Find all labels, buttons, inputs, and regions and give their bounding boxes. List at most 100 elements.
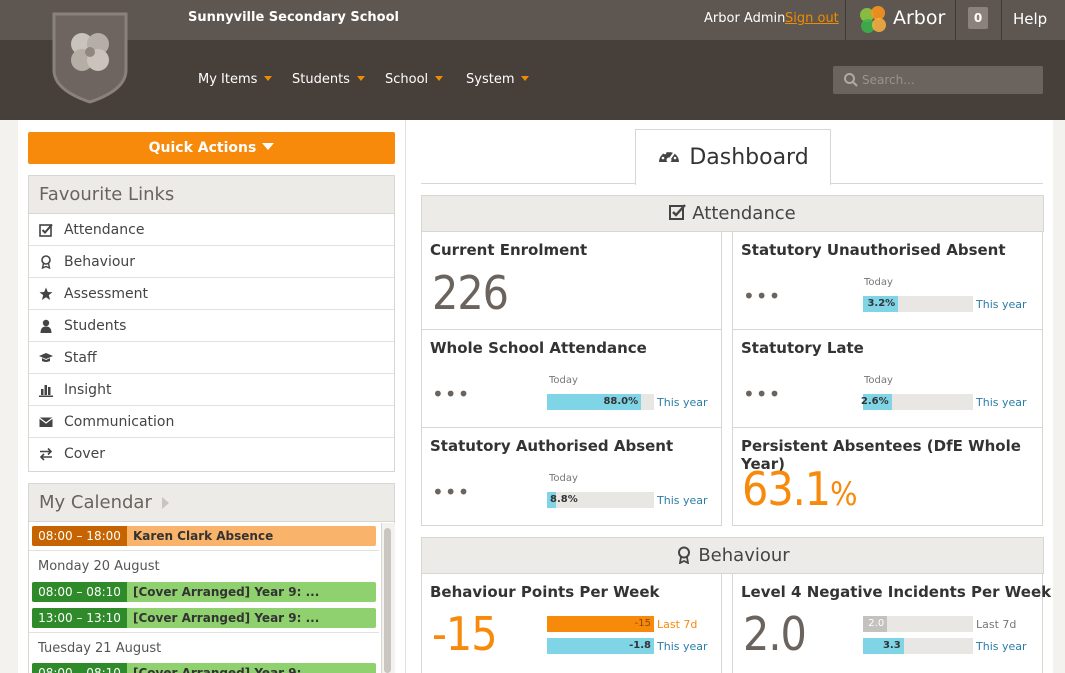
search-icon bbox=[844, 73, 858, 87]
favourite-links-title: Favourite Links bbox=[29, 176, 394, 214]
link-label: Assessment bbox=[64, 286, 148, 302]
calendar-event[interactable]: 08:00 – 18:00 Karen Clark Absence bbox=[32, 526, 376, 546]
event-name: [Cover Arranged] Year 9: ... bbox=[133, 666, 320, 673]
graduation-cap-icon bbox=[39, 353, 53, 362]
quick-actions-label: Quick Actions bbox=[148, 140, 257, 156]
last-7d-bar: 2.0 bbox=[863, 616, 973, 632]
arbor-logo-icon[interactable] bbox=[856, 3, 890, 37]
bar-label: This year bbox=[976, 298, 1027, 311]
today-label: Today bbox=[864, 277, 893, 288]
today-label: Today bbox=[549, 473, 578, 484]
bar-fill: 3.3 bbox=[863, 638, 904, 654]
menu-students[interactable]: Students bbox=[292, 72, 365, 87]
calendar-date: Monday 20 August bbox=[38, 559, 160, 574]
event-time: 08:00 – 08:10 bbox=[32, 582, 127, 602]
event-time: 08:00 – 18:00 bbox=[32, 526, 127, 546]
bar-fill: 2.0 bbox=[863, 616, 888, 632]
link-label: Insight bbox=[64, 382, 112, 398]
bar-label: This year bbox=[657, 396, 708, 409]
link-label: Attendance bbox=[64, 222, 145, 238]
event-name: [Cover Arranged] Year 9: ... bbox=[133, 585, 320, 599]
card-current-enrolment[interactable] bbox=[421, 231, 722, 330]
calendar-title-label: My Calendar bbox=[39, 492, 152, 513]
section-title: Attendance bbox=[692, 203, 796, 224]
bar-value: 2.6% bbox=[860, 396, 889, 407]
calendar-event[interactable]: 08:00 – 08:10 [Cover Arranged] Year 9: .… bbox=[32, 663, 376, 673]
divider bbox=[29, 550, 379, 551]
checkbox-icon bbox=[39, 223, 53, 237]
calendar-title[interactable]: My Calendar bbox=[29, 484, 394, 522]
tab-label: Dashboard bbox=[689, 145, 809, 170]
envelope-icon bbox=[39, 417, 53, 427]
caret-down-icon bbox=[356, 76, 365, 81]
link-assessment[interactable]: Assessment bbox=[29, 278, 394, 310]
event-name: [Cover Arranged] Year 9: ... bbox=[133, 611, 320, 625]
this-year-bar: 88.0% bbox=[547, 394, 654, 410]
bar-fill: -15 bbox=[547, 616, 654, 632]
bar-label: Last 7d bbox=[976, 618, 1017, 631]
today-label: Today bbox=[864, 375, 893, 386]
tab-dashboard[interactable]: Dashboard bbox=[635, 129, 831, 185]
link-communication[interactable]: Communication bbox=[29, 406, 394, 438]
link-behaviour[interactable]: Behaviour bbox=[29, 246, 394, 278]
notification-badge[interactable]: 0 bbox=[968, 7, 988, 29]
level4-value: 2.0 bbox=[743, 607, 807, 661]
event-time: 08:00 – 08:10 bbox=[32, 663, 127, 673]
card-authorised-absent[interactable] bbox=[421, 427, 722, 526]
card-title: Statutory Authorised Absent bbox=[430, 437, 674, 455]
bar-label: This year bbox=[657, 494, 708, 507]
card-title: Statutory Late bbox=[741, 339, 864, 357]
bar-value: 3.2% bbox=[867, 298, 896, 309]
event-name: Karen Clark Absence bbox=[133, 529, 274, 543]
sign-out-link[interactable]: Sign out bbox=[785, 11, 839, 26]
bar-fill: 3.2% bbox=[863, 296, 899, 312]
calendar-panel: My Calendar bbox=[28, 483, 395, 673]
calendar-event[interactable]: 13:00 – 13:10 [Cover Arranged] Year 9: .… bbox=[32, 608, 376, 628]
card-statutory-late[interactable] bbox=[732, 329, 1043, 428]
top-bar bbox=[0, 0, 1065, 40]
award-icon bbox=[678, 546, 691, 565]
this-year-bar: 3.3 bbox=[863, 638, 973, 654]
menu-my-items[interactable]: My Items bbox=[198, 72, 273, 87]
menu-system[interactable]: System bbox=[466, 72, 530, 87]
card-whole-school-attendance[interactable] bbox=[421, 329, 722, 428]
link-students[interactable]: Students bbox=[29, 310, 394, 342]
link-cover[interactable]: Cover bbox=[29, 438, 394, 470]
quick-actions-button[interactable]: Quick Actions bbox=[28, 132, 395, 164]
page-scrollbar[interactable] bbox=[1053, 120, 1065, 673]
enrolment-value: 226 bbox=[432, 266, 509, 320]
menu-school[interactable]: School bbox=[385, 72, 444, 87]
link-staff[interactable]: Staff bbox=[29, 342, 394, 374]
last-7d-bar: -15 bbox=[547, 616, 654, 632]
school-crest-icon[interactable] bbox=[52, 12, 128, 104]
this-year-bar: 8.8% bbox=[547, 492, 654, 508]
card-title: Behaviour Points Per Week bbox=[430, 583, 660, 601]
behaviour-points-value: -15 bbox=[432, 607, 498, 661]
bar-value: -15 bbox=[634, 618, 651, 629]
card-unauthorised-absent[interactable] bbox=[732, 231, 1043, 330]
calendar-scroll-thumb[interactable] bbox=[384, 528, 391, 673]
link-attendance[interactable]: Attendance bbox=[29, 214, 394, 246]
help-link[interactable]: Help bbox=[1013, 10, 1048, 28]
this-year-bar: 3.2% bbox=[863, 296, 973, 312]
card-persistent-absentees[interactable] bbox=[732, 427, 1043, 526]
caret-down-icon bbox=[521, 76, 530, 81]
search-input[interactable] bbox=[862, 66, 1037, 94]
arbor-brand[interactable]: Arbor bbox=[893, 7, 946, 29]
checkbox-icon bbox=[669, 204, 687, 220]
card-title: Whole School Attendance bbox=[430, 339, 647, 357]
bar-value: -1.8 bbox=[629, 640, 651, 651]
persistent-unit: % bbox=[830, 475, 857, 513]
dashboard-gauge-icon bbox=[659, 149, 680, 163]
link-insight[interactable]: Insight bbox=[29, 374, 394, 406]
card-title: Level 4 Negative Incidents Per Week bbox=[741, 583, 1052, 601]
menu-label: School bbox=[385, 72, 429, 87]
favourite-links-panel: Favourite Links Attendance Behaviour Ass… bbox=[28, 175, 395, 472]
event-time: 13:00 – 13:10 bbox=[32, 608, 127, 628]
bar-label: Last 7d bbox=[657, 618, 698, 631]
exchange-icon bbox=[39, 447, 53, 461]
today-value: ••• bbox=[432, 480, 471, 504]
divider bbox=[1001, 0, 1002, 40]
link-label: Staff bbox=[64, 350, 97, 366]
calendar-event[interactable]: 08:00 – 08:10 [Cover Arranged] Year 9: .… bbox=[32, 582, 376, 602]
